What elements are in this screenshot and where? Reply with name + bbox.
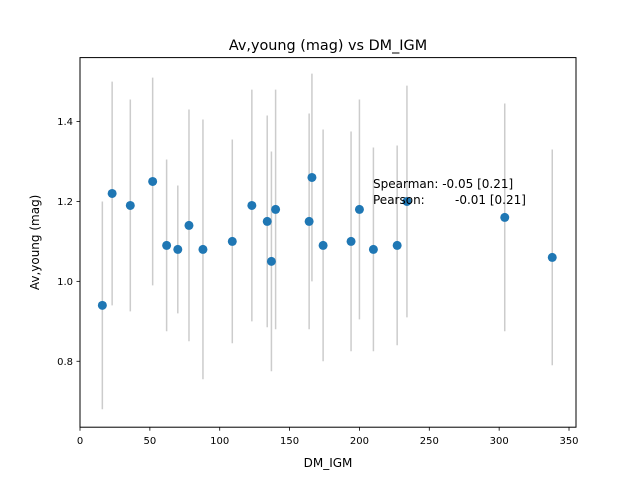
data-point-6 xyxy=(184,220,194,230)
data-point-17 xyxy=(354,204,364,214)
data-point-13 xyxy=(304,216,314,226)
pearson-annotation-label: Pearson: xyxy=(373,193,425,207)
x-tick-label: 0 xyxy=(77,436,83,447)
data-point-2 xyxy=(125,200,135,210)
data-point-15 xyxy=(318,240,328,250)
chart-title: Av,young (mag) vs DM_IGM xyxy=(229,38,427,54)
x-tick-label: 50 xyxy=(143,436,156,447)
data-point-1 xyxy=(107,188,117,198)
data-point-14 xyxy=(307,172,317,182)
x-tick-label: 200 xyxy=(350,436,369,447)
x-tick-label: 100 xyxy=(210,436,229,447)
y-axis-ticks: 0.8 1.0 1.2 1.4 xyxy=(57,117,80,368)
x-tick-label: 350 xyxy=(559,436,578,447)
data-point-21 xyxy=(500,212,510,222)
x-tick-label: 150 xyxy=(280,436,299,447)
data-point-11 xyxy=(266,256,276,266)
data-point-7 xyxy=(198,244,208,254)
x-tick-label: 250 xyxy=(420,436,439,447)
y-tick-label: 1.4 xyxy=(57,117,73,128)
data-point-20 xyxy=(402,196,412,206)
y-tick-label: 1.2 xyxy=(57,197,73,208)
data-point-12 xyxy=(271,204,281,214)
data-point-10 xyxy=(262,216,272,226)
data-point-5 xyxy=(173,244,183,254)
x-axis-ticks: 0 50 100 150 200 250 300 350 xyxy=(77,427,579,447)
data-point-8 xyxy=(227,236,237,246)
data-point-4 xyxy=(162,240,172,250)
point-layer xyxy=(97,172,557,310)
y-tick-label: 1.0 xyxy=(57,277,73,288)
y-axis-label: Av,young (mag) xyxy=(28,195,42,291)
data-point-18 xyxy=(368,244,378,254)
y-tick-label: 0.8 xyxy=(57,357,73,368)
plot-frame xyxy=(79,57,577,428)
pearson-annotation-value: -0.01 [0.21] xyxy=(455,193,526,207)
data-point-9 xyxy=(247,200,257,210)
data-point-16 xyxy=(346,236,356,246)
data-point-19 xyxy=(392,240,402,250)
x-tick-label: 300 xyxy=(490,436,509,447)
data-point-22 xyxy=(547,252,557,262)
data-point-0 xyxy=(97,300,107,310)
data-point-3 xyxy=(148,176,158,186)
spearman-annotation: Spearman: -0.05 [0.21] xyxy=(373,177,513,191)
x-axis-label: DM_IGM xyxy=(304,456,353,470)
